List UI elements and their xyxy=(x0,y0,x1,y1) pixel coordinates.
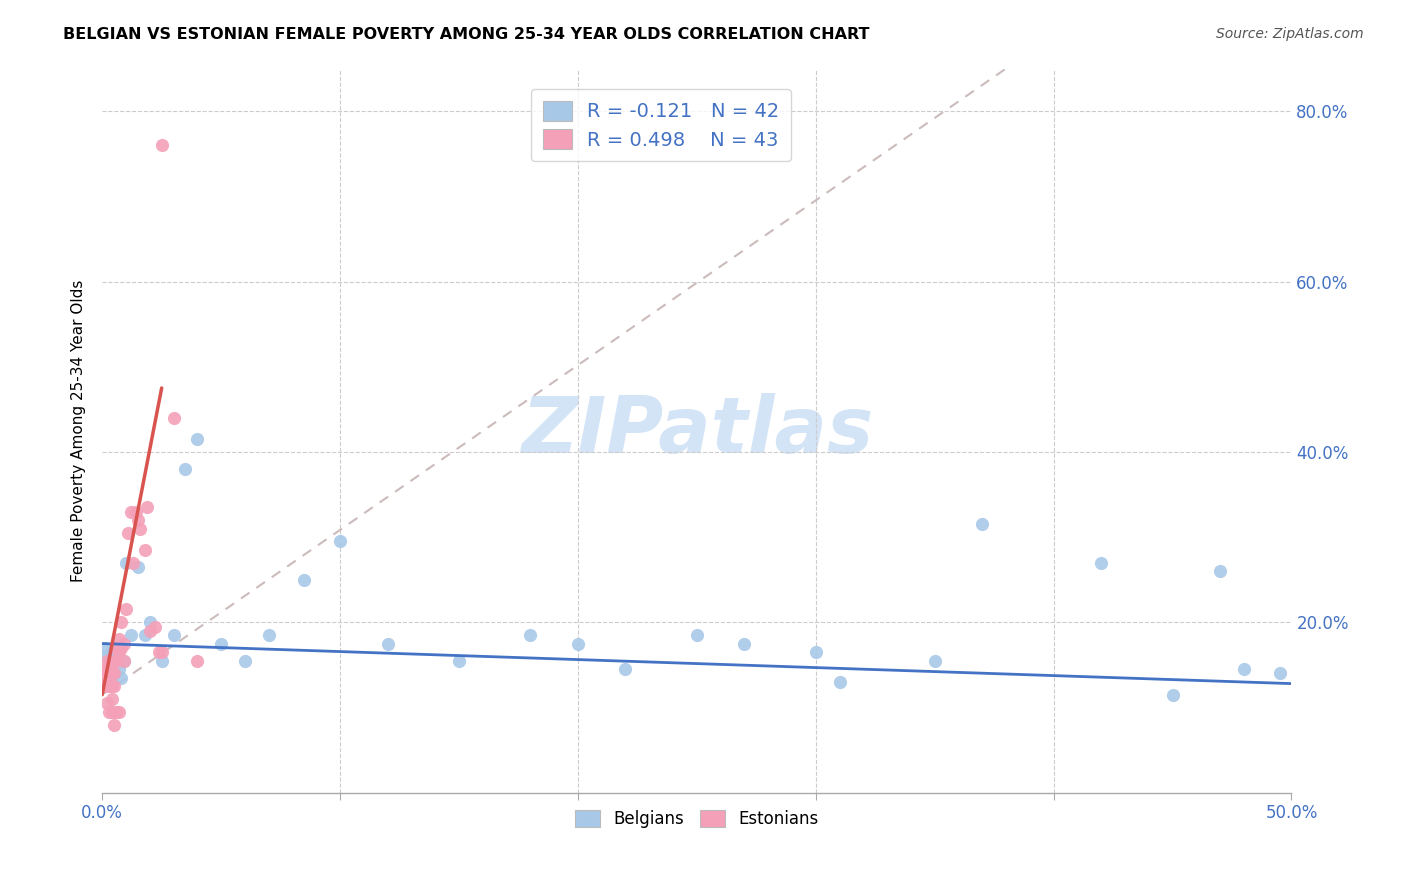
Point xyxy=(162,628,184,642)
Point xyxy=(150,645,173,659)
Point xyxy=(1090,556,1112,570)
Point xyxy=(1268,666,1291,681)
Point xyxy=(115,602,138,616)
Point xyxy=(100,692,122,706)
Point xyxy=(733,636,755,650)
Point xyxy=(108,645,131,659)
Point xyxy=(292,573,315,587)
Point xyxy=(108,705,131,719)
Point xyxy=(103,654,125,668)
Point xyxy=(103,679,125,693)
Point xyxy=(1233,662,1256,676)
Y-axis label: Female Poverty Among 25-34 Year Olds: Female Poverty Among 25-34 Year Olds xyxy=(72,279,86,582)
Point xyxy=(110,640,132,655)
Point xyxy=(124,504,146,518)
Point xyxy=(96,662,118,676)
Point xyxy=(377,636,399,650)
Point xyxy=(103,666,125,681)
Point xyxy=(120,504,142,518)
Legend: Belgians, Estonians: Belgians, Estonians xyxy=(568,804,825,835)
Point xyxy=(100,666,122,681)
Point xyxy=(924,654,946,668)
Point xyxy=(103,654,125,668)
Point xyxy=(129,522,152,536)
Point xyxy=(614,662,637,676)
Point xyxy=(105,640,128,655)
Point xyxy=(98,705,121,719)
Text: Source: ZipAtlas.com: Source: ZipAtlas.com xyxy=(1216,27,1364,41)
Point xyxy=(108,632,131,647)
Point xyxy=(100,662,122,676)
Point xyxy=(112,654,135,668)
Point xyxy=(93,640,115,655)
Point xyxy=(96,649,118,664)
Point xyxy=(120,628,142,642)
Point xyxy=(110,671,132,685)
Point xyxy=(103,717,125,731)
Point xyxy=(150,138,173,153)
Point xyxy=(972,517,994,532)
Point xyxy=(108,662,131,676)
Point xyxy=(804,645,827,659)
Point xyxy=(828,674,851,689)
Point xyxy=(174,462,197,476)
Point xyxy=(93,662,115,676)
Point xyxy=(329,534,352,549)
Point xyxy=(100,705,122,719)
Point xyxy=(233,654,256,668)
Text: ZIPatlas: ZIPatlas xyxy=(520,392,873,468)
Point xyxy=(143,619,166,633)
Point xyxy=(127,560,149,574)
Point xyxy=(112,654,135,668)
Point xyxy=(96,654,118,668)
Point xyxy=(257,628,280,642)
Point xyxy=(134,542,156,557)
Point xyxy=(519,628,541,642)
Point xyxy=(112,636,135,650)
Point xyxy=(110,615,132,630)
Point xyxy=(447,654,470,668)
Point xyxy=(686,628,709,642)
Point xyxy=(105,705,128,719)
Point xyxy=(139,624,162,638)
Point xyxy=(134,628,156,642)
Point xyxy=(93,679,115,693)
Point xyxy=(1161,688,1184,702)
Point xyxy=(115,556,138,570)
Point xyxy=(136,500,159,515)
Point xyxy=(98,657,121,672)
Point xyxy=(150,654,173,668)
Point xyxy=(93,671,115,685)
Point xyxy=(122,556,145,570)
Point xyxy=(1209,564,1232,578)
Point xyxy=(105,649,128,664)
Point xyxy=(100,645,122,659)
Point xyxy=(96,696,118,710)
Point xyxy=(98,657,121,672)
Point xyxy=(98,679,121,693)
Text: BELGIAN VS ESTONIAN FEMALE POVERTY AMONG 25-34 YEAR OLDS CORRELATION CHART: BELGIAN VS ESTONIAN FEMALE POVERTY AMONG… xyxy=(63,27,870,42)
Point xyxy=(98,654,121,668)
Point xyxy=(105,654,128,668)
Point xyxy=(100,679,122,693)
Point xyxy=(148,645,170,659)
Point xyxy=(127,513,149,527)
Point xyxy=(117,525,139,540)
Point xyxy=(139,615,162,630)
Point xyxy=(186,432,208,446)
Point xyxy=(186,654,208,668)
Point xyxy=(209,636,232,650)
Point xyxy=(567,636,589,650)
Point xyxy=(103,666,125,681)
Point xyxy=(162,410,184,425)
